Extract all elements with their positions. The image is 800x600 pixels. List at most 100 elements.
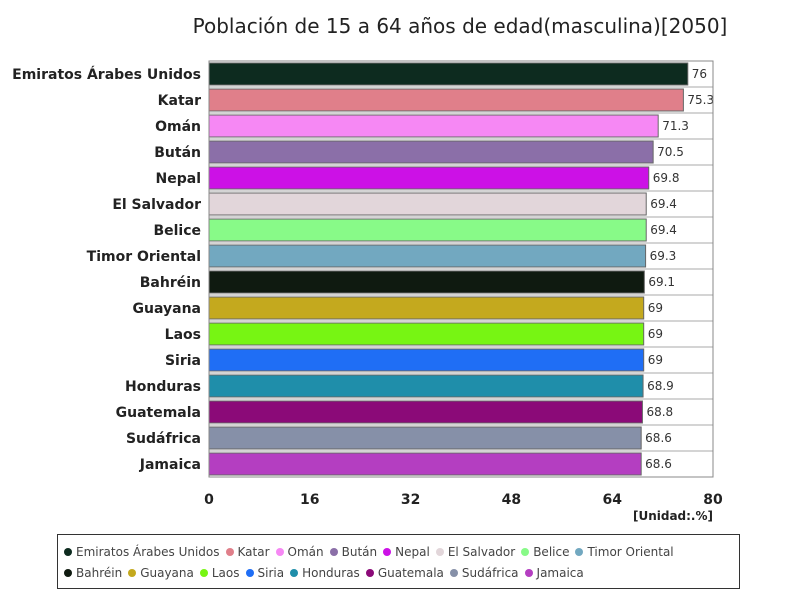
legend-swatch xyxy=(383,548,392,556)
legend-label: Belice xyxy=(533,545,570,559)
legend-swatch xyxy=(225,548,234,556)
bar xyxy=(208,62,689,86)
category-label: Katar xyxy=(158,93,201,109)
legend-swatch xyxy=(290,569,299,577)
legend-item: Bahréin xyxy=(64,563,122,584)
legend-swatch xyxy=(64,548,72,556)
unit-label: [Unidad:.%] xyxy=(632,509,713,523)
legend-label: Laos xyxy=(211,566,240,580)
legend-label: Emiratos Árabes Unidos xyxy=(76,545,220,559)
legend: Emiratos Árabes Unidos Katar Omán Bután Nepa… xyxy=(57,534,740,589)
data-label: 69.4 xyxy=(650,197,677,211)
legend-label: Jamaica xyxy=(536,566,584,580)
legend-item: Bután xyxy=(329,542,378,563)
bar xyxy=(208,452,642,476)
bar xyxy=(208,114,659,138)
legend-item: Emiratos Árabes Unidos xyxy=(64,542,220,563)
data-label: 76 xyxy=(692,67,707,81)
data-label: 68.8 xyxy=(646,405,673,419)
category-label: Belice xyxy=(153,223,201,239)
legend-item: Katar xyxy=(225,542,270,563)
legend-item: Nepal xyxy=(383,542,430,563)
legend-label: El Salvador xyxy=(447,545,516,559)
category-label: Guayana xyxy=(133,301,201,317)
category-label: Timor Oriental xyxy=(87,249,201,265)
legend-item: Guatemala xyxy=(365,563,444,584)
legend-item: Guayana xyxy=(128,563,194,584)
bar xyxy=(208,348,645,372)
legend-swatch xyxy=(128,569,137,577)
legend-label: Siria xyxy=(257,566,285,580)
legend-label: Katar xyxy=(237,545,270,559)
legend-label: Omán xyxy=(287,545,324,559)
category-label: Nepal xyxy=(156,171,201,187)
category-label: Siria xyxy=(165,353,201,369)
legend-swatch xyxy=(524,569,533,577)
legend-swatch xyxy=(199,569,208,577)
category-label: Bahréin xyxy=(140,275,201,291)
x-tick-label: 80 xyxy=(703,492,723,508)
category-label: Honduras xyxy=(125,379,201,395)
bar xyxy=(208,400,643,424)
legend-label: Honduras xyxy=(302,566,360,580)
x-tick-label: 16 xyxy=(300,492,319,508)
x-tick-label: 64 xyxy=(602,492,622,508)
legend-swatch xyxy=(521,548,530,556)
legend-item: Siria xyxy=(245,563,285,584)
bar xyxy=(208,192,647,216)
data-label: 68.6 xyxy=(645,457,672,471)
bar xyxy=(208,140,654,164)
data-label: 69 xyxy=(648,301,663,315)
legend-swatch xyxy=(245,569,254,577)
legend-swatch xyxy=(275,548,284,556)
legend-item: Timor Oriental xyxy=(575,542,674,563)
legend-label: Bahréin xyxy=(76,566,123,580)
legend-item: Belice xyxy=(521,542,569,563)
bar xyxy=(208,88,684,112)
bar xyxy=(208,218,647,242)
legend-item: Honduras xyxy=(290,563,360,584)
category-label: Emiratos Árabes Unidos xyxy=(12,66,201,83)
category-label: Bután xyxy=(154,145,201,161)
data-label: 69.3 xyxy=(650,249,677,263)
bar xyxy=(208,296,645,320)
x-tick-label: 0 xyxy=(204,492,214,508)
legend-item: Laos xyxy=(199,563,240,584)
category-label: El Salvador xyxy=(112,197,201,213)
data-label: 71.3 xyxy=(662,119,689,133)
legend-swatch xyxy=(435,548,444,556)
data-label: 68.6 xyxy=(645,431,672,445)
category-label: Guatemala xyxy=(116,405,201,421)
legend-swatch xyxy=(449,569,458,577)
plot-frame xyxy=(208,60,714,478)
data-label: 69.1 xyxy=(648,275,675,289)
legend-item: El Salvador xyxy=(435,542,516,563)
legend-label: Guayana xyxy=(140,566,194,580)
legend-swatch xyxy=(365,569,374,577)
legend-label: Nepal xyxy=(395,545,430,559)
x-tick-label: 48 xyxy=(502,492,521,508)
bar xyxy=(208,244,647,268)
category-label: Jamaica xyxy=(139,457,201,473)
category-label: Omán xyxy=(155,119,201,135)
bar xyxy=(208,374,644,398)
data-label: 70.5 xyxy=(657,145,684,159)
category-label: Laos xyxy=(165,327,201,343)
legend-label: Guatemala xyxy=(377,566,444,580)
bar xyxy=(208,270,645,294)
data-label: 75.3 xyxy=(687,93,714,107)
data-label: 69.8 xyxy=(653,171,680,185)
data-label: 69 xyxy=(648,353,663,367)
legend-item: Sudáfrica xyxy=(449,563,519,584)
legend-label: Bután xyxy=(341,545,378,559)
data-label: 69.4 xyxy=(650,223,677,237)
chart-title: Población de 15 a 64 años de edad(mascul… xyxy=(192,14,728,38)
legend-item: Jamaica xyxy=(524,563,584,584)
bar xyxy=(208,426,642,450)
legend-swatch xyxy=(64,569,72,577)
x-tick-label: 32 xyxy=(401,492,420,508)
legend-swatch xyxy=(329,548,338,556)
category-label: Sudáfrica xyxy=(126,431,201,447)
legend-label: Timor Oriental xyxy=(587,545,674,559)
data-label: 68.9 xyxy=(647,379,674,393)
